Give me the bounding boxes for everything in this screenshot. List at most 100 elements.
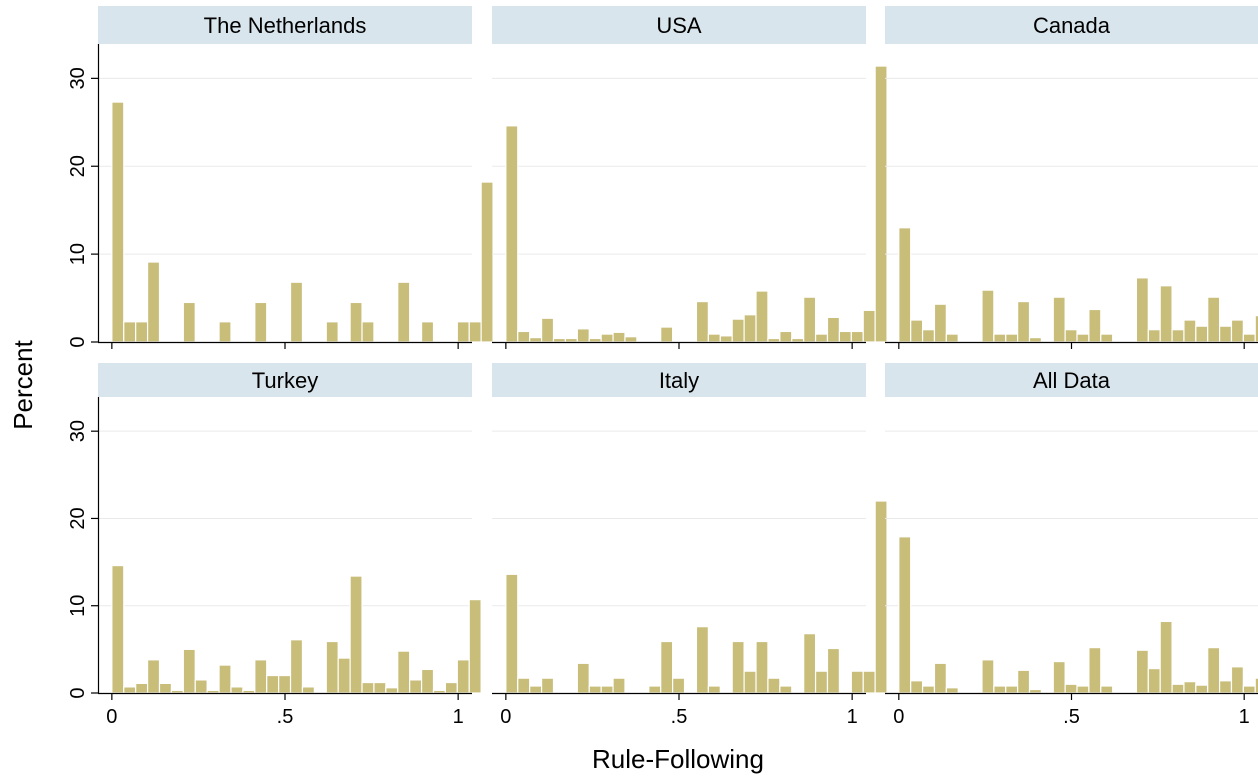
bar	[874, 65, 888, 343]
panel-strip	[492, 363, 866, 397]
panel-strip	[98, 6, 472, 44]
x-tick-label: 1	[453, 706, 464, 728]
bar	[1100, 333, 1114, 343]
bar	[707, 333, 721, 343]
bar	[1135, 277, 1149, 343]
bar	[791, 337, 805, 343]
bar	[123, 321, 137, 343]
bar	[254, 301, 268, 343]
bar	[838, 330, 852, 343]
bar	[814, 333, 829, 343]
bar	[1088, 308, 1102, 343]
bar	[814, 670, 829, 694]
y-axis-title: Percent	[8, 339, 38, 429]
bar	[862, 309, 876, 343]
x-tick-label: 1	[847, 706, 858, 728]
y-tick-label: 30	[67, 67, 89, 89]
panel-strip	[98, 363, 472, 397]
bar	[695, 300, 709, 343]
bar	[1183, 319, 1197, 343]
y-tick-label: 10	[67, 243, 89, 265]
bar	[564, 337, 578, 343]
bar	[660, 640, 674, 694]
bar	[981, 289, 995, 343]
bar	[111, 101, 125, 343]
bar	[278, 674, 292, 694]
bar	[1005, 333, 1019, 343]
bar	[767, 337, 781, 343]
bar	[505, 573, 519, 694]
bar	[468, 599, 482, 694]
bar	[242, 689, 256, 694]
bar	[1242, 333, 1256, 343]
bar	[337, 657, 351, 694]
bar	[182, 648, 196, 694]
bar	[266, 674, 280, 694]
bar	[146, 659, 161, 694]
bar	[576, 662, 590, 694]
bar	[1159, 620, 1173, 694]
bar	[826, 316, 841, 343]
bar	[1207, 647, 1221, 694]
bar	[325, 640, 339, 694]
bar	[898, 536, 912, 694]
bar	[182, 301, 196, 343]
bar	[898, 227, 912, 343]
bar	[624, 336, 638, 343]
bar	[719, 335, 733, 343]
bar	[1171, 329, 1185, 343]
bar	[301, 686, 315, 694]
bar	[612, 677, 626, 694]
bar	[803, 633, 817, 694]
bar	[993, 685, 1007, 694]
x-tick-label: 0	[500, 706, 511, 728]
bar	[135, 682, 149, 694]
bar	[588, 337, 602, 343]
bar	[588, 685, 602, 694]
bar	[420, 321, 435, 343]
bar	[397, 650, 411, 694]
bar	[660, 326, 674, 343]
bar	[1147, 329, 1161, 343]
x-tick-label: .5	[671, 706, 688, 728]
panel-title: USA	[656, 13, 702, 38]
panel-4: Italy 0 .5 1	[492, 363, 888, 728]
x-tick-label: 0	[893, 706, 904, 728]
bar	[1254, 677, 1258, 694]
bar	[779, 685, 793, 694]
bar	[361, 681, 375, 694]
bar	[432, 689, 447, 694]
y-tick-label: 20	[67, 155, 89, 177]
bar	[1195, 684, 1209, 694]
bar	[910, 319, 924, 343]
bar	[1230, 666, 1244, 694]
bar	[910, 680, 924, 694]
bar	[1100, 685, 1114, 694]
bar	[1064, 683, 1078, 694]
bar	[456, 659, 470, 694]
y-tick-label: 10	[67, 595, 89, 617]
bar	[444, 681, 458, 694]
bar	[373, 681, 387, 694]
bar	[695, 626, 709, 694]
bar	[289, 639, 304, 694]
bar	[517, 677, 531, 694]
bar	[743, 670, 757, 694]
bar	[1254, 315, 1258, 343]
bar	[755, 290, 769, 343]
x-axis-title: Rule-Following	[592, 744, 764, 774]
bar	[862, 670, 876, 694]
bar	[1088, 647, 1102, 694]
panel-title: Canada	[1033, 13, 1111, 38]
bar	[1195, 325, 1209, 343]
panel-5: All Data 0 .5 1	[885, 363, 1258, 728]
bar	[731, 640, 745, 694]
bar	[1076, 685, 1090, 694]
bar	[921, 685, 936, 694]
bar	[945, 687, 959, 694]
bar	[529, 337, 543, 343]
bar	[1159, 285, 1173, 343]
x-tick-label: 0	[106, 706, 117, 728]
